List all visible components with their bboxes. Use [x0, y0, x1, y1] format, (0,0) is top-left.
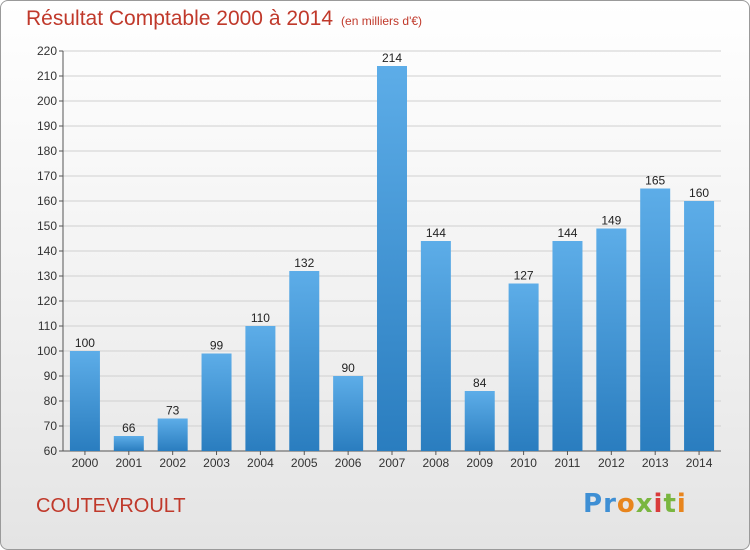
y-tick-label: 220: [37, 44, 57, 58]
chart-title: Résultat Comptable 2000 à 2014 (en millie…: [26, 7, 422, 31]
bar-value-label: 110: [251, 311, 270, 325]
y-tick-label: 180: [37, 144, 57, 158]
bar-value-label: 84: [473, 376, 487, 390]
bar: [157, 418, 188, 451]
commune-name: COUTEVROULT: [36, 495, 186, 517]
x-tick-label: 2006: [335, 456, 362, 470]
bar: [508, 283, 539, 451]
bar: [684, 201, 715, 451]
x-tick-label: 2001: [115, 456, 142, 470]
bar: [69, 351, 100, 451]
x-tick-label: 2004: [247, 456, 274, 470]
bar: [640, 188, 671, 451]
bar: [464, 391, 495, 451]
x-tick-label: 2003: [203, 456, 230, 470]
bar-value-label: 100: [75, 336, 95, 350]
bar: [289, 271, 320, 451]
y-tick-label: 70: [44, 419, 58, 433]
x-tick-label: 2012: [598, 456, 625, 470]
bar-value-label: 214: [382, 51, 402, 65]
bar-value-label: 144: [557, 226, 577, 240]
y-tick-label: 100: [37, 344, 57, 358]
bar-value-label: 66: [122, 421, 136, 435]
bars: [69, 66, 715, 451]
bar-value-label: 144: [426, 226, 446, 240]
bar: [377, 66, 407, 451]
bar: [552, 241, 583, 451]
bar-value-label: 90: [341, 361, 355, 375]
x-tick-label: 2007: [379, 456, 406, 470]
x-tick-label: 2002: [159, 456, 186, 470]
y-tick-label: 210: [37, 69, 57, 83]
y-tick-label: 130: [37, 269, 57, 283]
proxiti-logo[interactable]: Proxiti: [583, 489, 687, 519]
bar: [113, 436, 144, 451]
x-tick-label: 2009: [466, 456, 493, 470]
y-tick-label: 90: [44, 369, 58, 383]
bar-value-label: 132: [294, 256, 314, 270]
bar-value-label: 99: [210, 339, 224, 353]
bar-value-label: 149: [601, 214, 621, 228]
bar: [596, 228, 627, 451]
x-tick-label: 2005: [291, 456, 318, 470]
x-tick-label: 2010: [510, 456, 537, 470]
y-tick-label: 170: [37, 169, 57, 183]
y-tick-label: 80: [44, 394, 58, 408]
chart-unit: (en milliers d'€): [341, 14, 423, 28]
y-tick-label: 200: [37, 94, 57, 108]
y-tick-label: 150: [37, 219, 57, 233]
axes: 60 70 80 90 100 110 120 130 140 150 160 170 180 190 20…: [37, 44, 721, 470]
y-tick-label: 110: [38, 319, 57, 333]
y-tick-label: 140: [37, 244, 57, 258]
bar: [245, 326, 276, 451]
bar: [201, 353, 232, 451]
x-tick-label: 2014: [686, 456, 713, 470]
bar: [420, 241, 451, 451]
labels: 100 66 73 99 110 132 90 214 144 84 127 144 149 165 160: [75, 51, 709, 435]
x-tick-label: 2008: [423, 456, 450, 470]
y-tick-label: 120: [37, 294, 57, 308]
x-tick-label: 2013: [642, 456, 669, 470]
y-tick-label: 160: [37, 194, 57, 208]
x-tick-label: 2011: [555, 456, 581, 470]
bar: [333, 376, 364, 451]
bar-value-label: 73: [166, 404, 180, 418]
bar-value-label: 160: [689, 186, 709, 200]
y-tick-label: 60: [44, 444, 58, 458]
bar-value-label: 127: [514, 269, 534, 283]
x-tick-label: 2000: [72, 456, 99, 470]
bar-value-label: 165: [645, 174, 665, 188]
y-tick-label: 190: [37, 119, 57, 133]
chart-title-text: Résultat Comptable 2000 à 2014: [26, 7, 334, 30]
